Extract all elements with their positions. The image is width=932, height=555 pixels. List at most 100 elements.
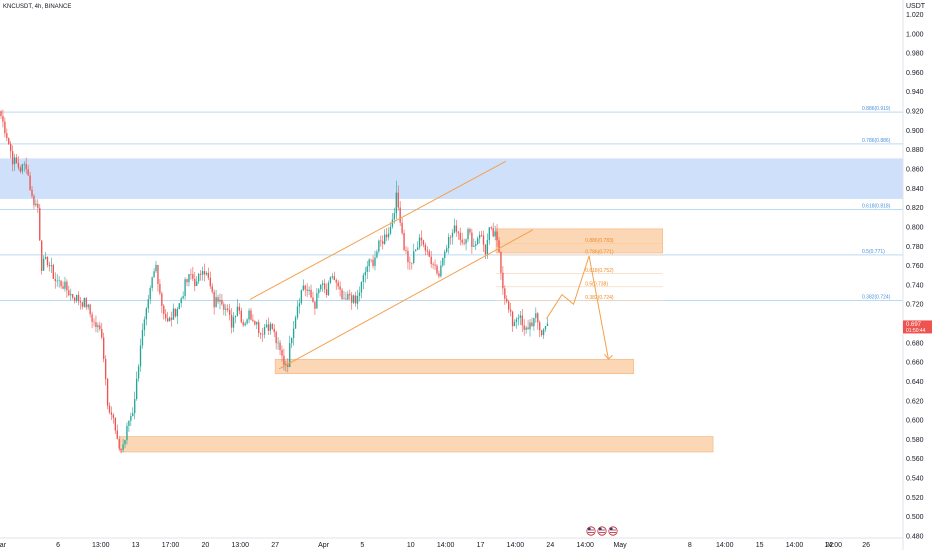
candle-bull[interactable] — [56, 274, 58, 287]
candle-bear[interactable] — [281, 345, 283, 362]
candle-bear[interactable] — [399, 201, 401, 226]
candle-bull[interactable] — [320, 283, 322, 292]
candle-bear[interactable] — [2, 109, 4, 128]
candle-bull[interactable] — [542, 328, 545, 340]
candle-bear[interactable] — [333, 271, 335, 281]
candle-bear[interactable] — [165, 309, 167, 322]
candle-bull[interactable] — [134, 391, 136, 420]
candle-bear[interactable] — [54, 272, 56, 289]
candle-bull[interactable] — [244, 321, 246, 327]
candle-bear[interactable] — [527, 319, 529, 330]
candle-bull[interactable] — [475, 240, 477, 251]
candle-bear[interactable] — [211, 283, 213, 294]
candle-bull[interactable] — [122, 438, 124, 453]
candle-bear[interactable] — [238, 303, 241, 315]
candle-bear[interactable] — [192, 266, 194, 282]
economic-event-icon[interactable] — [608, 526, 618, 536]
candle-bear[interactable] — [490, 226, 492, 231]
demand-zone[interactable] — [274, 358, 634, 375]
candle-bull[interactable] — [413, 243, 415, 265]
candle-bull[interactable] — [519, 311, 522, 326]
candle-bear[interactable] — [228, 303, 231, 321]
candle-bear[interactable] — [432, 262, 434, 269]
candle-bear[interactable] — [314, 300, 316, 315]
candle-bull[interactable] — [329, 276, 332, 285]
candle-bull[interactable] — [263, 323, 266, 339]
candle-bear[interactable] — [287, 358, 289, 373]
candle-bull[interactable] — [415, 248, 417, 252]
candle-bull[interactable] — [128, 420, 130, 432]
candle-bull[interactable] — [478, 231, 481, 244]
demand-zone[interactable] — [119, 436, 714, 453]
candle-bear[interactable] — [484, 244, 487, 260]
candle-bear[interactable] — [426, 246, 428, 256]
candle-bull[interactable] — [321, 280, 324, 292]
channel-line[interactable] — [249, 160, 506, 300]
candle-bear[interactable] — [41, 240, 43, 275]
candle-bull[interactable] — [494, 225, 496, 241]
candle-bear[interactable] — [337, 279, 339, 290]
candle-bear[interactable] — [511, 310, 514, 332]
candle-bear[interactable] — [209, 271, 211, 289]
candle-bear[interactable] — [279, 339, 281, 356]
candle-bull[interactable] — [533, 317, 535, 331]
candle-bear[interactable] — [449, 234, 452, 245]
candle-bull[interactable] — [451, 229, 454, 245]
candle-bull[interactable] — [153, 268, 155, 278]
candle-bear[interactable] — [325, 283, 328, 298]
candle-bear[interactable] — [15, 153, 18, 164]
candle-bear[interactable] — [207, 267, 210, 281]
candle-bear[interactable] — [345, 292, 347, 300]
candle-bull[interactable] — [535, 307, 537, 323]
demand-zone[interactable] — [495, 228, 664, 254]
candle-bull[interactable] — [294, 315, 297, 329]
candle-bear[interactable] — [496, 224, 498, 248]
candle-bull[interactable] — [446, 244, 448, 254]
candle-bear[interactable] — [112, 413, 115, 424]
candle-bear[interactable] — [420, 230, 423, 247]
candle-bull[interactable] — [467, 227, 469, 243]
candle-bull[interactable] — [473, 238, 475, 247]
candle-bull[interactable] — [130, 412, 132, 427]
candle-bear[interactable] — [170, 311, 173, 327]
candle-bull[interactable] — [141, 323, 144, 349]
candle-bear[interactable] — [523, 319, 525, 336]
candle-bull[interactable] — [362, 273, 365, 290]
candle-bear[interactable] — [508, 299, 510, 313]
candle-bear[interactable] — [10, 140, 12, 159]
candle-bull[interactable] — [285, 360, 287, 372]
candle-bear[interactable] — [351, 291, 353, 310]
candle-bear[interactable] — [227, 304, 229, 313]
candle-bear[interactable] — [166, 311, 169, 323]
candle-bull[interactable] — [147, 294, 149, 314]
candle-bear[interactable] — [110, 406, 113, 421]
candle-bull[interactable] — [172, 303, 175, 320]
candle-bull[interactable] — [300, 289, 303, 305]
candle-bear[interactable] — [85, 296, 87, 310]
candle-bear[interactable] — [430, 250, 432, 268]
candle-bear[interactable] — [323, 279, 326, 294]
candle-bull[interactable] — [87, 303, 89, 310]
candle-bear[interactable] — [504, 285, 506, 305]
candle-bear[interactable] — [157, 264, 159, 292]
candle-bear[interactable] — [273, 324, 275, 338]
candle-bear[interactable] — [461, 232, 463, 246]
candle-bull[interactable] — [513, 319, 516, 327]
candle-bear[interactable] — [118, 435, 120, 451]
candle-bear[interactable] — [31, 186, 33, 199]
candle-bear[interactable] — [46, 256, 49, 268]
candle-bear[interactable] — [120, 448, 122, 454]
candle-bull[interactable] — [298, 298, 301, 314]
candle-bull[interactable] — [352, 294, 355, 305]
candle-bear[interactable] — [382, 235, 384, 250]
candle-bear[interactable] — [502, 266, 504, 295]
candle-bull[interactable] — [64, 276, 66, 292]
candle-bull[interactable] — [546, 318, 549, 327]
candle-bear[interactable] — [306, 283, 308, 298]
projection-path[interactable] — [546, 255, 609, 360]
candle-bull[interactable] — [215, 289, 217, 308]
candle-bear[interactable] — [407, 247, 409, 270]
candle-bear[interactable] — [221, 294, 223, 306]
candle-bull[interactable] — [42, 255, 45, 271]
